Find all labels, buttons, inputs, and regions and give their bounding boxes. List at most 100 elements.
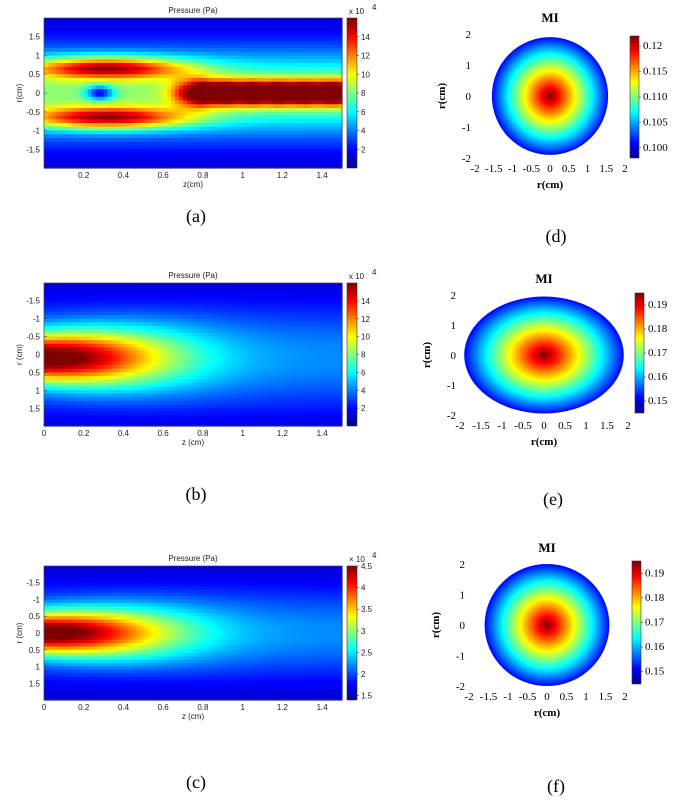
heat-cell — [238, 134, 244, 139]
heat-cell — [250, 36, 256, 42]
heat-cell — [198, 141, 204, 147]
heat-cell — [330, 81, 335, 87]
heat-cell — [234, 343, 240, 348]
heat-cell — [230, 130, 236, 135]
heat-cell — [67, 145, 73, 150]
heat-cell — [226, 81, 232, 87]
heat-cell — [63, 25, 69, 30]
heat-cell — [135, 304, 140, 309]
heat-cell — [151, 333, 156, 338]
heat-cell — [55, 358, 61, 363]
heat-cell — [44, 126, 49, 132]
heat-cell — [103, 111, 109, 117]
heat-cell — [226, 368, 232, 373]
heat-cell — [286, 340, 291, 345]
heat-cell — [302, 325, 307, 331]
heat-cell — [51, 25, 57, 30]
heat-cell — [139, 74, 144, 79]
heat-cell — [230, 74, 236, 79]
heat-cell — [191, 115, 196, 120]
x-tick-label: 1.4 — [317, 171, 329, 180]
heat-cell — [330, 40, 335, 45]
heat-cell — [44, 293, 49, 298]
heat-cell — [79, 104, 85, 109]
heat-cell — [286, 160, 291, 165]
heat-cell — [83, 134, 89, 139]
heat-cell — [179, 286, 184, 291]
heat-cell — [214, 44, 220, 49]
heat-cell — [310, 153, 315, 158]
heat-cell — [218, 361, 224, 366]
heat-cell — [131, 108, 136, 113]
heat-cell — [314, 119, 319, 124]
heat-cell — [163, 119, 168, 124]
heat-cell — [222, 347, 228, 352]
heat-cell — [159, 89, 164, 94]
heat-cell — [218, 311, 224, 316]
heat-cell — [310, 329, 315, 334]
heat-cell — [183, 96, 188, 102]
heat-cell — [302, 293, 307, 298]
heat-cell — [230, 123, 236, 128]
heat-cell — [91, 293, 97, 298]
heat-cell — [83, 145, 89, 150]
heat-cell — [123, 311, 129, 316]
heat-cell — [226, 333, 232, 338]
heat-cell — [278, 164, 283, 169]
heat-cell — [206, 361, 212, 366]
heat-cell — [218, 343, 224, 348]
heat-cell — [83, 293, 89, 298]
heat-cell — [111, 48, 117, 53]
heat-cell — [298, 311, 303, 316]
heat-cell — [314, 308, 319, 313]
heat-cell — [151, 361, 156, 366]
heat-cell — [95, 40, 101, 45]
heat-cell — [230, 149, 236, 154]
heat-cell — [123, 358, 129, 363]
heat-cell — [282, 160, 287, 165]
heat-cell — [226, 350, 232, 356]
heat-cell — [306, 115, 311, 120]
heat-cell — [210, 145, 216, 150]
heat-cell — [218, 74, 224, 79]
heat-cell — [302, 300, 307, 306]
heat-cell — [198, 66, 204, 72]
heat-cell — [218, 21, 224, 27]
heat-cell — [250, 119, 256, 124]
heat-cell — [314, 18, 319, 23]
heat-cell — [306, 59, 311, 64]
heat-cell — [155, 333, 160, 338]
heat-cell — [218, 304, 224, 309]
heat-cell — [67, 365, 73, 370]
heat-cell — [206, 123, 212, 128]
heat-cell — [79, 33, 85, 38]
heat-cell — [326, 315, 331, 320]
heat-cell — [246, 286, 252, 291]
heat-cell — [274, 25, 280, 30]
heat-cell — [71, 318, 77, 323]
heat-cell — [322, 322, 327, 327]
heat-cell — [210, 44, 216, 49]
heat-cell — [270, 96, 276, 102]
heat-cell — [135, 336, 140, 341]
heat-cell — [246, 350, 252, 356]
heat-cell — [302, 18, 307, 23]
heat-cell — [238, 340, 244, 345]
heat-cell — [47, 333, 53, 338]
heat-cell — [290, 365, 295, 370]
heat-cell — [131, 304, 136, 309]
heat-cell — [119, 283, 125, 288]
heat-cell — [290, 74, 295, 79]
heat-cell — [194, 141, 200, 147]
heat-cell — [266, 368, 272, 373]
heat-cell — [51, 130, 57, 135]
heat-cell — [226, 25, 232, 30]
heat-cell — [79, 66, 85, 72]
heat-cell — [171, 149, 176, 154]
heat-cell — [51, 350, 57, 356]
heat-cell — [242, 63, 248, 68]
heat-cell — [99, 104, 105, 109]
heat-cell — [63, 361, 69, 366]
heat-cell — [262, 343, 268, 348]
heat-cell — [330, 354, 335, 359]
